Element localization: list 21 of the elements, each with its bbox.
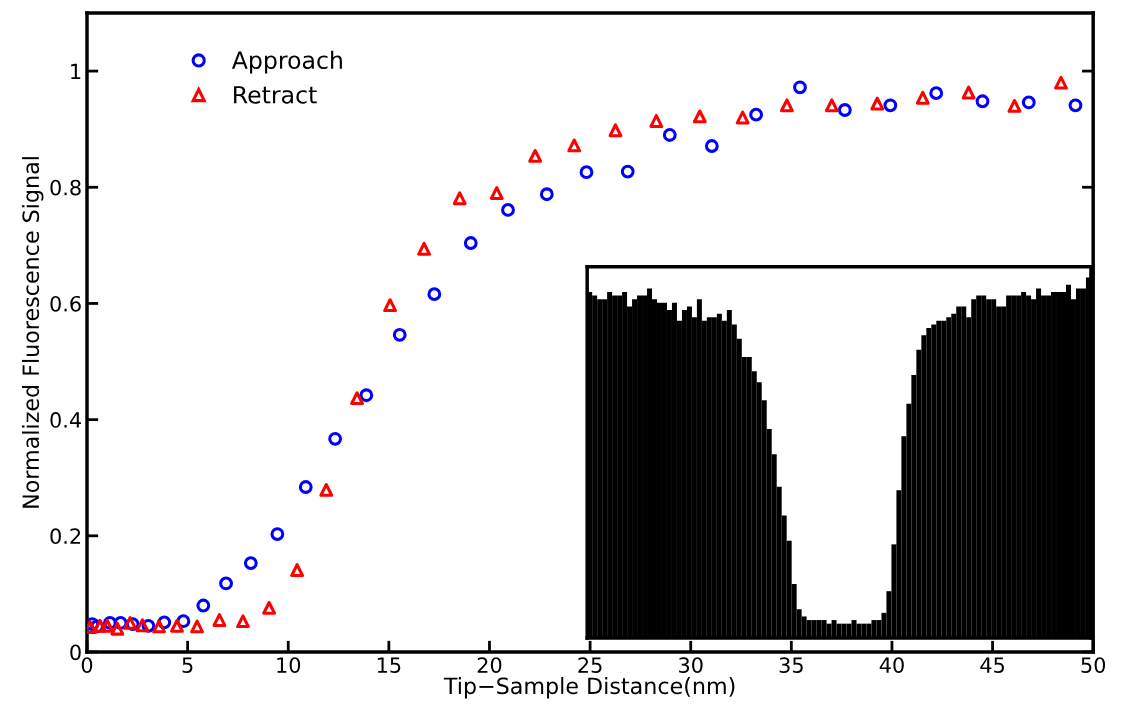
legend-label: Retract	[234, 86, 317, 104]
x-tick-label: 5	[182, 657, 193, 673]
x-axis-title: Tip−Sample Distance(nm)	[443, 677, 735, 699]
y-tick-label: 0.6	[50, 295, 81, 312]
y-tick-label: 0.2	[50, 528, 81, 545]
y-tick-label: 0.4	[50, 412, 81, 428]
x-tick-label: 15	[377, 657, 401, 673]
x-tick-label: 45	[980, 657, 1005, 673]
y-tick-label: 0.8	[50, 179, 81, 196]
x-tick-label: 40	[879, 657, 904, 673]
x-tick-label: 25	[578, 657, 602, 673]
y-axis-title: Normalized Fluorescence Signal	[21, 157, 44, 508]
y-tick-label: 0	[70, 644, 81, 661]
x-tick-label: 10	[277, 657, 301, 673]
x-tick-label: 0	[81, 657, 93, 673]
x-tick-label: 50	[1081, 657, 1106, 673]
x-tick-label: 30	[679, 657, 703, 673]
y-tick-label: 1	[71, 63, 81, 79]
x-tick-label: 35	[779, 657, 803, 673]
x-tick-label: 20	[477, 657, 502, 673]
legend-label: Approach	[231, 50, 342, 74]
